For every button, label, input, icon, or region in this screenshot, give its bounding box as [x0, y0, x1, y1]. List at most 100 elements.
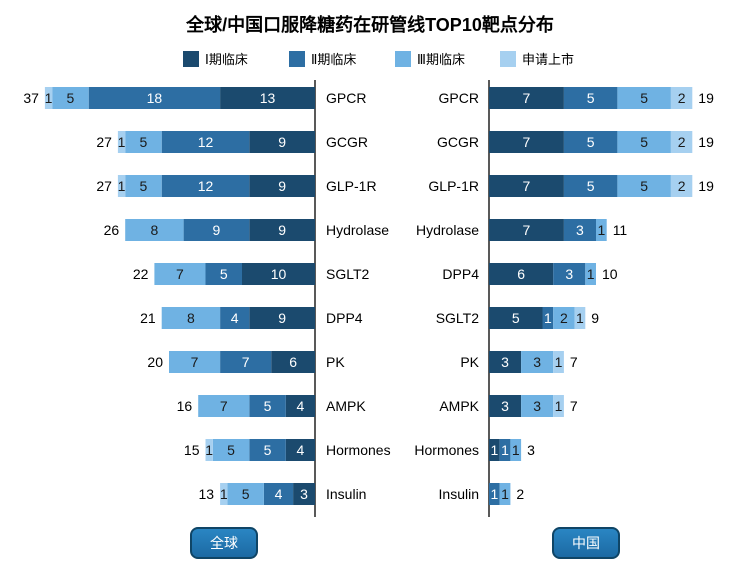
china-bar-phase-3: [499, 483, 511, 505]
china-bar-label: 1: [597, 222, 605, 238]
legend-label-phase-3: Ⅲ期临床: [417, 52, 465, 67]
global-bar-phase-2: [205, 263, 242, 285]
china-bar-label: 7: [523, 134, 531, 150]
global-target-label: PK: [326, 354, 345, 370]
global-bar-label: 18: [147, 90, 163, 106]
global-bar-label: 5: [242, 486, 250, 502]
china-tab-button[interactable]: 中国: [552, 527, 620, 559]
global-bar-label: 1: [118, 134, 126, 150]
china-total-label: 9: [591, 310, 599, 326]
china-bar-phase-1: [489, 439, 500, 461]
china-tab-label: 中国: [572, 535, 600, 551]
global-bar-label: 7: [220, 398, 228, 414]
global-bar-phase-1: [220, 87, 315, 109]
china-bar-label: 5: [640, 134, 648, 150]
china-bar-label: 3: [501, 354, 509, 370]
global-bar-filing: [44, 87, 53, 109]
china-total-label: 19: [698, 134, 714, 150]
china-bar-label: 5: [587, 178, 595, 194]
global-bar-label: 1: [205, 442, 213, 458]
china-bar-phase-1: [489, 307, 543, 329]
legend: Ⅰ期临床 Ⅱ期临床 Ⅲ期临床 申请上市: [183, 51, 574, 67]
global-bar-phase-2: [161, 131, 250, 153]
global-bar-phase-3: [212, 439, 250, 461]
china-total-label: 2: [516, 486, 524, 502]
china-bar-phase-3: [596, 219, 607, 241]
china-bar-phase-3: [585, 263, 596, 285]
china-total-label: 19: [698, 90, 714, 106]
legend-swatch-filing: [500, 51, 516, 67]
china-target-label: AMPK: [439, 398, 479, 414]
global-total-label: 22: [133, 266, 149, 282]
global-bar-phase-2: [249, 439, 286, 461]
global-bar-filing: [205, 439, 213, 461]
china-bar-label: 3: [565, 266, 573, 282]
global-bar-filing: [117, 131, 126, 153]
china-bar-phase-1: [489, 219, 564, 241]
global-bar-label: 5: [220, 266, 228, 282]
global-bar-phase-3: [125, 175, 162, 197]
china-bar-phase-1: [489, 131, 564, 153]
china-bar-phase-2: [563, 175, 618, 197]
global-bar-label: 7: [191, 354, 199, 370]
china-total-label: 7: [570, 398, 578, 414]
china-target-label: GCGR: [437, 134, 479, 150]
china-total-label: 10: [602, 266, 618, 282]
global-bar-phase-3: [154, 263, 206, 285]
china-bar-label: 2: [560, 310, 568, 326]
china-bar-label: 2: [678, 90, 686, 106]
global-bar-phase-3: [52, 87, 89, 109]
global-total-label: 27: [96, 134, 112, 150]
global-total-label: 27: [96, 178, 112, 194]
global-bar-phase-1: [271, 351, 315, 373]
global-bar-label: 5: [140, 134, 148, 150]
global-bar-label: 12: [198, 134, 214, 150]
global-target-label: GCGR: [326, 134, 368, 150]
global-bar-phase-3: [161, 307, 221, 329]
global-bar-phase-1: [242, 263, 315, 285]
global-total-label: 20: [147, 354, 163, 370]
china-bar-label: 3: [576, 222, 584, 238]
china-bar-phase-3: [510, 439, 522, 461]
global-bar-label: 13: [260, 90, 276, 106]
china-bar-phase-1: [489, 351, 522, 373]
global-total-label: 13: [199, 486, 215, 502]
global-bar-label: 1: [118, 178, 126, 194]
global-bar-label: 9: [278, 310, 286, 326]
global-bar-label: 4: [231, 310, 239, 326]
china-bar-phase-2: [563, 87, 618, 109]
global-bar-label: 4: [297, 398, 305, 414]
china-bar-filing: [670, 87, 693, 109]
legend-label-filing: 申请上市: [522, 52, 574, 67]
global-bar-phase-3: [125, 219, 184, 241]
global-bar-phase-2: [161, 175, 250, 197]
global-bar-phase-3: [169, 351, 221, 373]
global-target-label: SGLT2: [326, 266, 370, 282]
global-bar-label: 6: [289, 354, 297, 370]
china-bar-label: 2: [678, 178, 686, 194]
chart-title: 全球/中国口服降糖药在研管线TOP10靶点分布: [185, 14, 554, 35]
china-bar-label: 1: [501, 442, 509, 458]
china-bar-label: 1: [576, 310, 584, 326]
global-total-label: 21: [140, 310, 156, 326]
global-total-label: 37: [23, 90, 39, 106]
global-tab-button[interactable]: 全球: [190, 527, 258, 559]
global-bar-label: 3: [300, 486, 308, 502]
global-bar-label: 4: [297, 442, 305, 458]
china-bar-label: 5: [587, 90, 595, 106]
global-bar-label: 9: [213, 222, 221, 238]
china-total-label: 7: [570, 354, 578, 370]
china-bar-phase-2: [553, 263, 586, 285]
global-bar-label: 1: [220, 486, 228, 502]
china-bar-filing: [553, 351, 564, 373]
china-bar-label: 1: [555, 354, 563, 370]
china-target-label: DPP4: [442, 266, 479, 282]
global-bar-label: 5: [140, 178, 148, 194]
global-bar-phase-1: [249, 131, 315, 153]
global-tab-label: 全球: [210, 535, 238, 551]
china-bar-filing: [553, 395, 564, 417]
global-bar-label: 8: [187, 310, 195, 326]
china-target-label: SGLT2: [436, 310, 480, 326]
